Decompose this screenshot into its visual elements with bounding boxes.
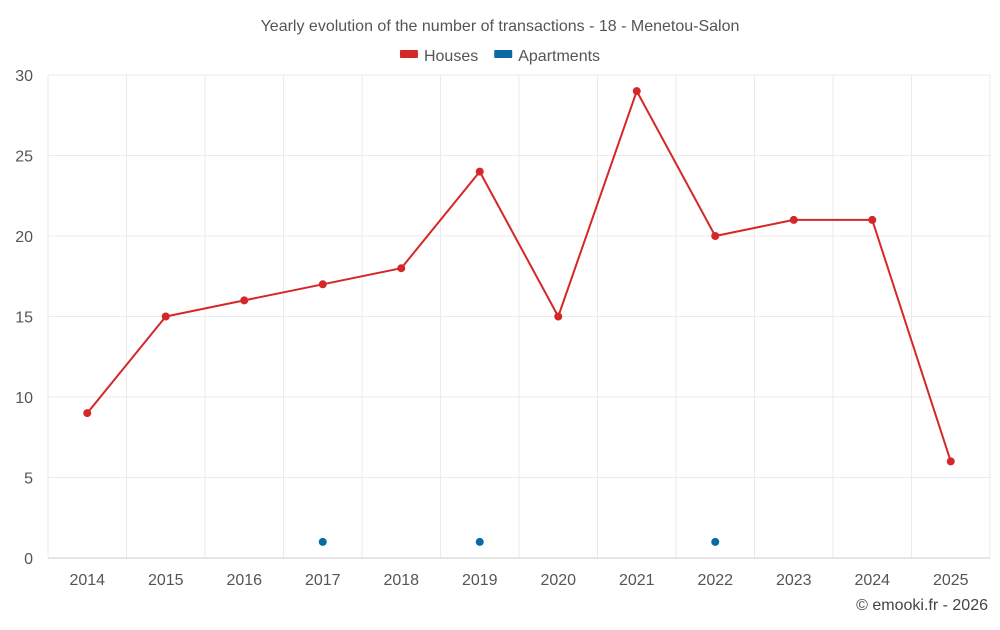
data-point-houses[interactable] [711, 232, 720, 240]
series-line-houses [86, 90, 952, 462]
y-tick-label: 5 [24, 471, 33, 488]
series-layer [83, 87, 955, 546]
data-point-apartments[interactable] [711, 537, 720, 546]
x-tick-label: 2023 [776, 572, 812, 589]
legend-label: Houses [424, 48, 478, 65]
x-tick-label: 2015 [148, 572, 184, 589]
y-axis-ticks: 0 5 10 15 20 25 30 [15, 68, 33, 568]
x-tick-label: 2018 [383, 572, 419, 589]
y-tick-label: 10 [15, 390, 33, 407]
x-tick-label: 2021 [619, 572, 655, 589]
y-gridlines [48, 74, 990, 478]
legend-label: Apartments [518, 48, 600, 65]
data-point-houses[interactable] [632, 87, 641, 96]
data-point-houses[interactable] [161, 312, 170, 321]
y-tick-label: 25 [15, 149, 33, 166]
x-tick-label: 2019 [462, 572, 498, 589]
legend-swatch [399, 50, 418, 58]
x-tick-label: 2022 [697, 572, 733, 589]
credit-text: © emooki.fr - 2026 [856, 597, 988, 614]
x-tick-label: 2017 [305, 572, 341, 589]
y-tick-label: 20 [15, 229, 33, 246]
legend-item-houses[interactable]: Houses [399, 48, 478, 65]
y-tick-label: 0 [24, 551, 33, 568]
x-axis-ticks: 2014 2015 2016 2017 2018 2019 2020 2021 2022 2023… [69, 572, 968, 589]
x-tick-label: 2014 [69, 572, 105, 589]
y-tick-label: 30 [15, 68, 33, 85]
x-tick-label: 2024 [854, 572, 890, 589]
series-apartments [318, 537, 720, 546]
data-point-apartments[interactable] [475, 537, 484, 546]
x-tick-label: 2020 [540, 572, 576, 589]
data-point-houses[interactable] [475, 167, 484, 176]
data-point-apartments[interactable] [318, 537, 327, 546]
x-tick-label: 2025 [933, 572, 969, 589]
legend-swatch [494, 50, 513, 58]
data-point-houses[interactable] [946, 457, 955, 466]
data-point-houses[interactable] [554, 312, 563, 321]
x-tick-label: 2016 [226, 572, 262, 589]
data-point-houses[interactable] [868, 215, 877, 224]
legend-item-apartments[interactable]: Apartments [494, 48, 600, 65]
y-tick-label: 15 [15, 310, 33, 327]
series-houses [83, 87, 955, 466]
data-point-houses[interactable] [240, 296, 249, 305]
data-point-houses[interactable] [83, 409, 92, 418]
data-point-houses[interactable] [397, 264, 406, 273]
legend: Houses Apartments [399, 48, 600, 65]
chart-title: Yearly evolution of the number of transa… [261, 18, 740, 35]
data-point-houses[interactable] [789, 215, 798, 224]
data-point-houses[interactable] [318, 280, 327, 289]
